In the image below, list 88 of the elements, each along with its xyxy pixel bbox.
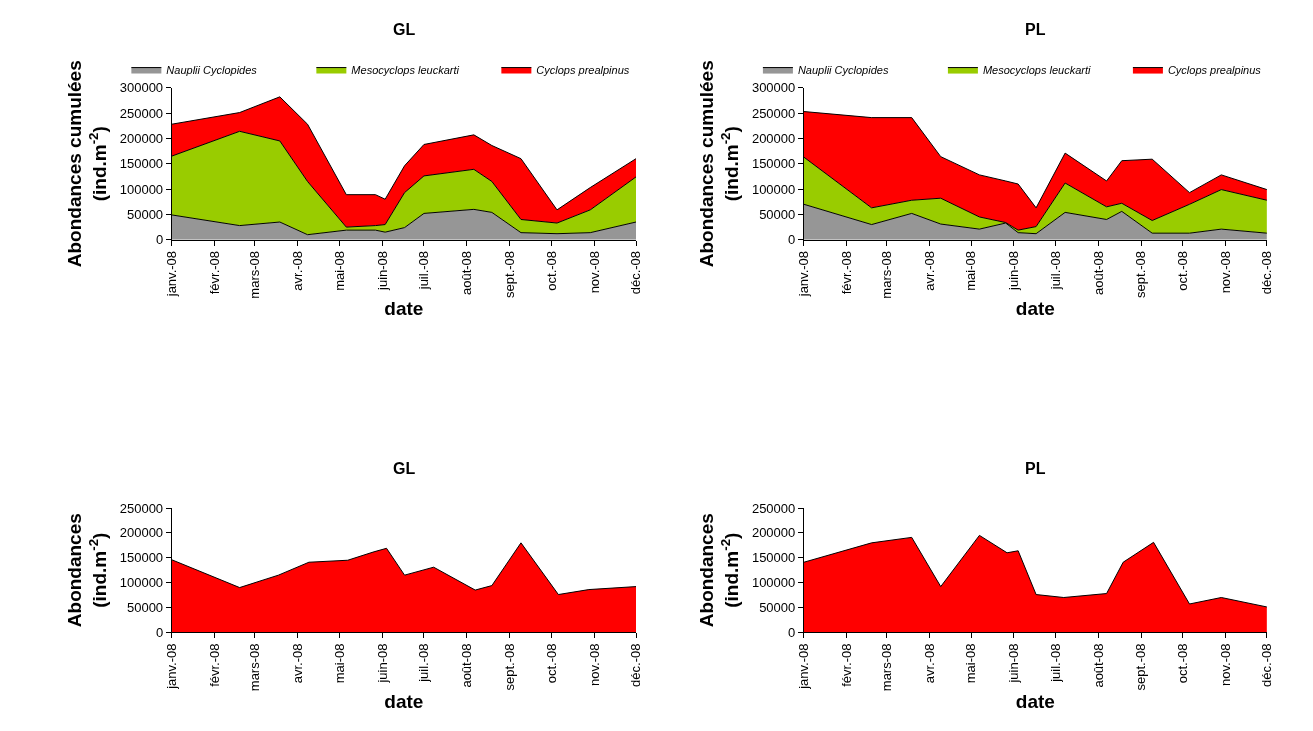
- legend-label: Nauplii Cyclopides: [166, 63, 258, 76]
- x-tick-label: juil.-08: [416, 643, 432, 683]
- y-tick-label: 0: [155, 232, 164, 248]
- x-tick-label: juin-08: [374, 643, 390, 684]
- x-tick-label: mars-08: [879, 250, 895, 299]
- x-tick-label: déc.-08: [1259, 250, 1275, 295]
- x-tick-label: déc.-08: [628, 643, 644, 687]
- x-tick-label: oct.-08: [543, 643, 559, 684]
- x-tick-label: nov.-08: [1217, 643, 1233, 686]
- y-tick-label: 0: [788, 624, 796, 640]
- y-tick-label: 100000: [751, 575, 796, 591]
- y-tick-label: 150000: [119, 550, 164, 566]
- x-tick-label: mai-08: [331, 250, 347, 291]
- y-tick-label: 100000: [119, 181, 164, 197]
- y-tick-label: 0: [155, 624, 164, 640]
- y-tick-label: 250000: [751, 500, 796, 516]
- y-tick-label: 250000: [751, 105, 796, 121]
- x-tick-label: mars-08: [247, 643, 263, 692]
- x-tick-label: janv.-08: [163, 250, 179, 298]
- y-tick-label: 0: [788, 232, 796, 248]
- legend-label: Nauplii Cyclopides: [797, 63, 889, 76]
- y-tick-label: 100000: [119, 575, 164, 591]
- x-tick-label: avr.-08: [921, 643, 937, 684]
- y-tick-label: 50000: [759, 600, 796, 616]
- y-tick-label: 50000: [126, 206, 164, 222]
- x-tick-label: janv.-08: [163, 643, 179, 690]
- x-tick-label: sept.-08: [1133, 643, 1149, 691]
- x-tick-label: nov.-08: [586, 643, 602, 686]
- chart-title: PL: [1025, 21, 1046, 38]
- x-tick-label: nov.-08: [586, 250, 602, 294]
- y-tick-label: 250000: [119, 105, 164, 121]
- y-tick-label: 50000: [126, 600, 164, 616]
- x-tick-label: avr.-08: [290, 250, 306, 291]
- x-tick-label: févr.-08: [206, 643, 222, 687]
- y-tick-label: 50000: [759, 206, 796, 222]
- y-tick-label: 200000: [751, 525, 796, 541]
- x-tick-label: oct.-08: [1174, 250, 1190, 291]
- x-tick-label: juil.-08: [416, 250, 432, 291]
- y-tick-label: 200000: [751, 130, 796, 146]
- y-tick-label: 200000: [119, 525, 164, 541]
- y-tick-label: 150000: [119, 156, 164, 172]
- x-tick-label: août-08: [1090, 250, 1106, 296]
- x-tick-label: août-08: [459, 250, 475, 296]
- y-tick-label: 250000: [119, 500, 164, 516]
- x-tick-label: juin-08: [1006, 643, 1022, 684]
- legend-label: Cyclops prealpinus: [536, 63, 630, 76]
- x-tick-label: juin-08: [1006, 250, 1022, 291]
- y-tick-label: 300000: [751, 80, 796, 96]
- y-tick-label: 150000: [751, 156, 796, 172]
- x-tick-label: janv.-08: [796, 643, 812, 690]
- legend-label: Mesocyclops leuckarti: [351, 63, 460, 76]
- x-axis-title: date: [384, 298, 424, 320]
- x-tick-label: févr.-08: [838, 250, 854, 295]
- x-tick-label: avr.-08: [921, 250, 937, 291]
- x-tick-label: juin-08: [374, 250, 390, 291]
- chart-title: GL: [393, 460, 416, 477]
- chart-title: PL: [1025, 460, 1046, 477]
- x-axis-title: date: [1015, 691, 1055, 712]
- x-tick-label: mai-08: [331, 643, 347, 684]
- x-tick-label: déc.-08: [1259, 643, 1275, 687]
- x-tick-label: août-08: [1090, 643, 1106, 688]
- x-tick-label: mai-08: [963, 250, 979, 291]
- x-tick-label: oct.-08: [1174, 643, 1190, 684]
- x-tick-label: oct.-08: [543, 250, 559, 291]
- x-tick-label: mars-08: [879, 643, 895, 692]
- x-tick-label: mars-08: [247, 250, 263, 299]
- y-tick-label: 100000: [751, 181, 796, 197]
- x-tick-label: mai-08: [963, 643, 979, 684]
- x-tick-label: août-08: [459, 643, 475, 688]
- legend-label: Cyclops prealpinus: [1167, 63, 1262, 76]
- x-tick-label: sept.-08: [502, 250, 518, 298]
- y-tick-label: 300000: [119, 80, 164, 96]
- y-tick-label: 200000: [119, 130, 164, 146]
- x-tick-label: févr.-08: [206, 250, 222, 295]
- legend-label: Mesocyclops leuckarti: [982, 63, 1092, 76]
- chart-title: GL: [393, 21, 416, 38]
- x-tick-label: déc.-08: [628, 250, 644, 295]
- x-tick-label: sept.-08: [502, 643, 518, 691]
- x-tick-label: févr.-08: [838, 643, 854, 687]
- x-tick-label: avr.-08: [290, 643, 306, 684]
- x-tick-label: sept.-08: [1133, 250, 1149, 298]
- x-tick-label: janv.-08: [796, 250, 812, 298]
- x-axis-title: date: [1015, 298, 1055, 320]
- x-axis-title: date: [384, 691, 424, 712]
- y-tick-label: 150000: [751, 550, 796, 566]
- x-tick-label: nov.-08: [1217, 250, 1233, 294]
- x-tick-label: juil.-08: [1047, 250, 1063, 291]
- x-tick-label: juil.-08: [1047, 643, 1063, 683]
